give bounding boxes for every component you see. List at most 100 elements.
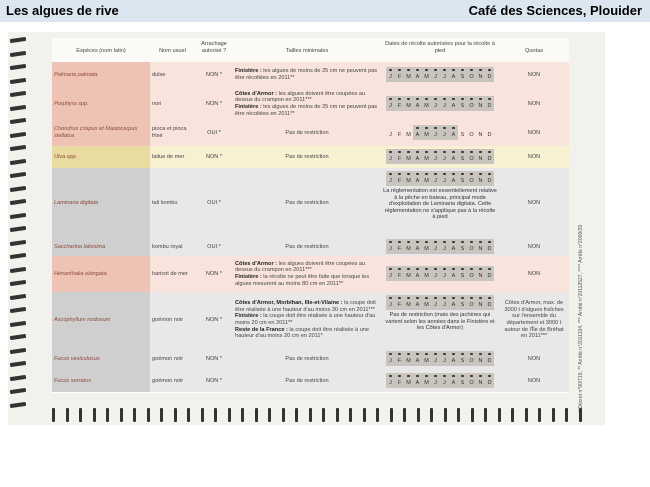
month-letter: F	[397, 74, 402, 80]
month-letter: J	[389, 178, 392, 184]
binding-ring	[9, 158, 27, 165]
species-name: Himanthalia elongata	[54, 270, 107, 277]
binding-ring	[92, 408, 96, 422]
harvest-dot	[452, 69, 455, 72]
month-letter: F	[397, 156, 402, 162]
harvest-dot	[416, 173, 419, 176]
usual-name: nori	[152, 100, 162, 107]
binding-ring	[65, 408, 69, 422]
date-highlight	[386, 96, 494, 111]
harvest-dot	[398, 297, 401, 300]
harvest-dot	[416, 268, 419, 271]
harvest-dot	[389, 375, 392, 378]
binding-ring	[9, 266, 27, 273]
size-rules: Pas de restriction	[233, 238, 381, 256]
month-letter: O	[469, 132, 474, 138]
month-letter: M	[406, 132, 411, 138]
harvest-dot	[479, 151, 482, 154]
binding-ring	[389, 408, 393, 422]
harvest-dot	[443, 69, 446, 72]
binding-ring	[9, 144, 27, 152]
quota: NON	[527, 129, 541, 136]
harvest-dot	[461, 241, 464, 244]
binding-ring	[9, 198, 27, 206]
month-letter: J	[389, 74, 392, 80]
size-rule: Côtes d'Armor : les algues doivent être …	[235, 91, 379, 104]
month-letter: N	[478, 132, 483, 138]
harvest-dot	[398, 268, 401, 271]
month-letter: J	[389, 380, 392, 386]
month-letter: A	[451, 246, 456, 252]
harvest-dot	[434, 297, 437, 300]
month-letter: M	[424, 358, 429, 364]
binding-ring	[9, 90, 27, 98]
month-letter: S	[460, 380, 465, 386]
harvest-dot	[425, 375, 428, 378]
harvest-dot	[443, 297, 446, 300]
harvest-dot	[434, 173, 437, 176]
uproot-allowed: NON *	[205, 316, 223, 323]
binding-ring	[214, 408, 217, 422]
month-letter: N	[478, 358, 483, 364]
month-letter: J	[443, 103, 446, 109]
month-letter: M	[424, 74, 429, 80]
month-letter: F	[397, 302, 402, 308]
size-rule-text: les algues de moins de 25 cm ne peuvent …	[235, 68, 378, 81]
binding-ring	[9, 104, 27, 111]
month-letter: S	[460, 103, 465, 109]
binding-ring	[484, 408, 487, 422]
month-letter: O	[469, 74, 474, 80]
month-letter: F	[397, 273, 402, 279]
harvest-dot	[443, 353, 446, 356]
quota: NON	[527, 153, 541, 160]
binding-ring	[9, 77, 27, 84]
harvest-dot	[389, 268, 392, 271]
month-letter: J	[434, 74, 437, 80]
harvest-dot	[452, 151, 455, 154]
harvest-dot	[452, 353, 455, 356]
binding-ring	[79, 408, 82, 422]
date-highlight	[413, 125, 458, 140]
harvest-dot	[443, 151, 446, 154]
harvest-dot	[443, 98, 446, 101]
species-name: Fucus vesiculosus	[54, 355, 100, 362]
harvest-dot	[461, 297, 464, 300]
harvest-dot	[416, 375, 419, 378]
usual-name: goémon noir	[152, 316, 184, 323]
harvest-dot	[407, 173, 410, 176]
harvest-dot	[452, 241, 455, 244]
date-highlight	[386, 373, 494, 388]
harvest-dot	[407, 375, 410, 378]
quota: NON	[527, 377, 541, 384]
month-letter: M	[406, 358, 411, 364]
column-header: Quotas	[524, 48, 544, 54]
harvest-dot	[488, 151, 491, 154]
month-letter: A	[415, 246, 420, 252]
month-letter: M	[424, 380, 429, 386]
binding-ring	[9, 63, 27, 71]
month-letter: D	[487, 302, 492, 308]
size-rules: Pas de restriction	[233, 348, 381, 370]
month-letter: S	[460, 358, 465, 364]
species-name: Porphyra spp.	[54, 100, 89, 107]
month-letter: J	[434, 103, 437, 109]
usual-name: goémon noir	[152, 377, 184, 384]
harvest-dot	[461, 69, 464, 72]
harvest-dot	[407, 69, 410, 72]
month-letter: J	[389, 156, 392, 162]
month-letter: M	[424, 302, 429, 308]
month-letter: A	[451, 178, 456, 184]
binding-ring	[9, 279, 27, 287]
harvest-dot	[425, 173, 428, 176]
binding-ring	[9, 212, 27, 219]
size-rule-text: les algues doivent être coupées au dessu…	[235, 90, 366, 104]
harvest-dot	[434, 69, 437, 72]
month-letter: N	[478, 246, 483, 252]
species-name: Saccharina latissima	[54, 243, 106, 250]
month-letter: M	[406, 246, 411, 252]
usual-name: kombu royal	[152, 243, 183, 250]
month-letter: A	[451, 273, 456, 279]
month-letter: F	[397, 178, 402, 184]
size-rule-text: la coupe doit être réalisée à une hauteu…	[235, 313, 376, 326]
harvest-dot	[416, 241, 419, 244]
